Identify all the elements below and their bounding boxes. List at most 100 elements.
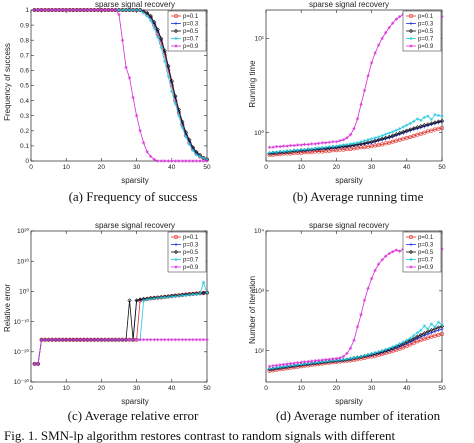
data-point <box>173 93 178 99</box>
data-point <box>64 338 68 342</box>
data-point <box>422 331 427 336</box>
data-point <box>292 143 296 148</box>
data-point <box>163 295 167 300</box>
legend-label: p=0.5 <box>183 29 199 35</box>
data-point <box>415 334 420 339</box>
data-point <box>408 249 414 255</box>
data-point <box>117 12 121 17</box>
data-point <box>127 338 132 342</box>
data-point <box>362 298 367 302</box>
legend-label: p=0.7 <box>183 37 199 43</box>
data-point <box>409 242 413 247</box>
data-point <box>306 359 310 364</box>
data-point <box>310 147 314 151</box>
data-point <box>201 159 206 163</box>
x-tick-label: 50 <box>438 164 446 171</box>
data-point <box>170 338 174 342</box>
x-axis-label: sparsity <box>335 176 363 185</box>
legend: p=0.1 p=0.3p=0.5 p=0.7p=0.9 <box>402 10 442 52</box>
data-point <box>194 153 199 157</box>
data-point <box>380 258 384 262</box>
data-point <box>358 141 364 146</box>
data-point <box>191 148 195 153</box>
data-point <box>429 128 434 133</box>
data-point <box>106 8 111 12</box>
data-point <box>362 141 367 146</box>
data-point <box>383 30 388 35</box>
data-point <box>267 145 272 149</box>
data-point <box>285 364 289 368</box>
data-point <box>327 144 332 149</box>
figure-caption-fragment: Fig. 1. SMN-lp algorithm restores contra… <box>4 428 396 443</box>
data-point <box>134 338 139 342</box>
data-point <box>324 359 328 364</box>
data-point <box>267 151 272 155</box>
data-point <box>278 365 282 369</box>
chart-title: sparse signal recovery <box>95 0 175 9</box>
data-point <box>433 325 437 329</box>
data-point <box>408 235 413 240</box>
data-point <box>85 8 90 12</box>
data-point <box>369 137 374 141</box>
data-point <box>295 148 300 152</box>
data-point <box>313 359 317 363</box>
data-point <box>113 338 118 342</box>
data-point <box>327 140 332 144</box>
data-point <box>408 121 413 126</box>
data-point <box>152 26 156 30</box>
data-point <box>411 134 416 139</box>
data-point <box>338 139 342 143</box>
data-point <box>174 265 178 269</box>
data-point <box>412 333 416 338</box>
data-point <box>163 338 167 342</box>
y-tick-label: 10⁻²⁰ <box>14 348 30 356</box>
data-point <box>324 145 328 149</box>
data-point <box>99 338 104 342</box>
data-point <box>422 123 427 128</box>
data-point <box>331 359 335 363</box>
series-p=0.7 <box>267 112 444 155</box>
data-point <box>184 159 188 163</box>
data-point <box>415 330 420 335</box>
data-point <box>174 242 178 247</box>
data-point <box>191 159 195 163</box>
data-point <box>320 146 325 150</box>
y-tick-label: 1 <box>25 7 29 14</box>
data-point <box>131 8 135 12</box>
data-point <box>271 366 275 370</box>
data-point <box>436 332 441 337</box>
data-point <box>173 249 179 255</box>
data-point <box>409 44 413 48</box>
data-point <box>173 159 178 163</box>
plot-area: 0 10 20 30 40 50 10² 10³ 10⁴ p=0.1 p=0.3p=0.5 p=0.7… <box>254 228 446 392</box>
y-tick-label: 10¹⁰ <box>17 257 29 265</box>
data-point <box>359 140 363 144</box>
data-point <box>383 135 388 140</box>
data-point <box>408 336 413 340</box>
data-point <box>106 338 111 342</box>
data-point <box>418 131 423 136</box>
data-point <box>166 63 171 68</box>
data-point <box>148 297 153 301</box>
data-point <box>376 135 381 139</box>
data-point <box>352 338 356 342</box>
data-point <box>198 154 202 159</box>
data-point <box>184 338 188 342</box>
data-point <box>408 127 413 132</box>
data-point <box>138 129 142 133</box>
data-point <box>317 358 321 363</box>
data-point <box>348 346 353 350</box>
data-point <box>429 322 434 326</box>
y-axis-label: Frequency of success <box>3 43 12 121</box>
data-point <box>187 137 192 142</box>
data-point <box>331 144 335 149</box>
data-point <box>103 8 107 12</box>
y-axis-label: Running time <box>248 60 257 108</box>
data-point <box>426 114 430 118</box>
y-tick-label: 0.7 <box>20 53 29 60</box>
y-tick-label: 10⁻³⁰ <box>14 378 30 386</box>
data-point <box>43 338 47 342</box>
x-tick-label: 50 <box>203 385 211 392</box>
y-tick-label: 0.4 <box>20 98 29 105</box>
data-point <box>299 143 303 147</box>
